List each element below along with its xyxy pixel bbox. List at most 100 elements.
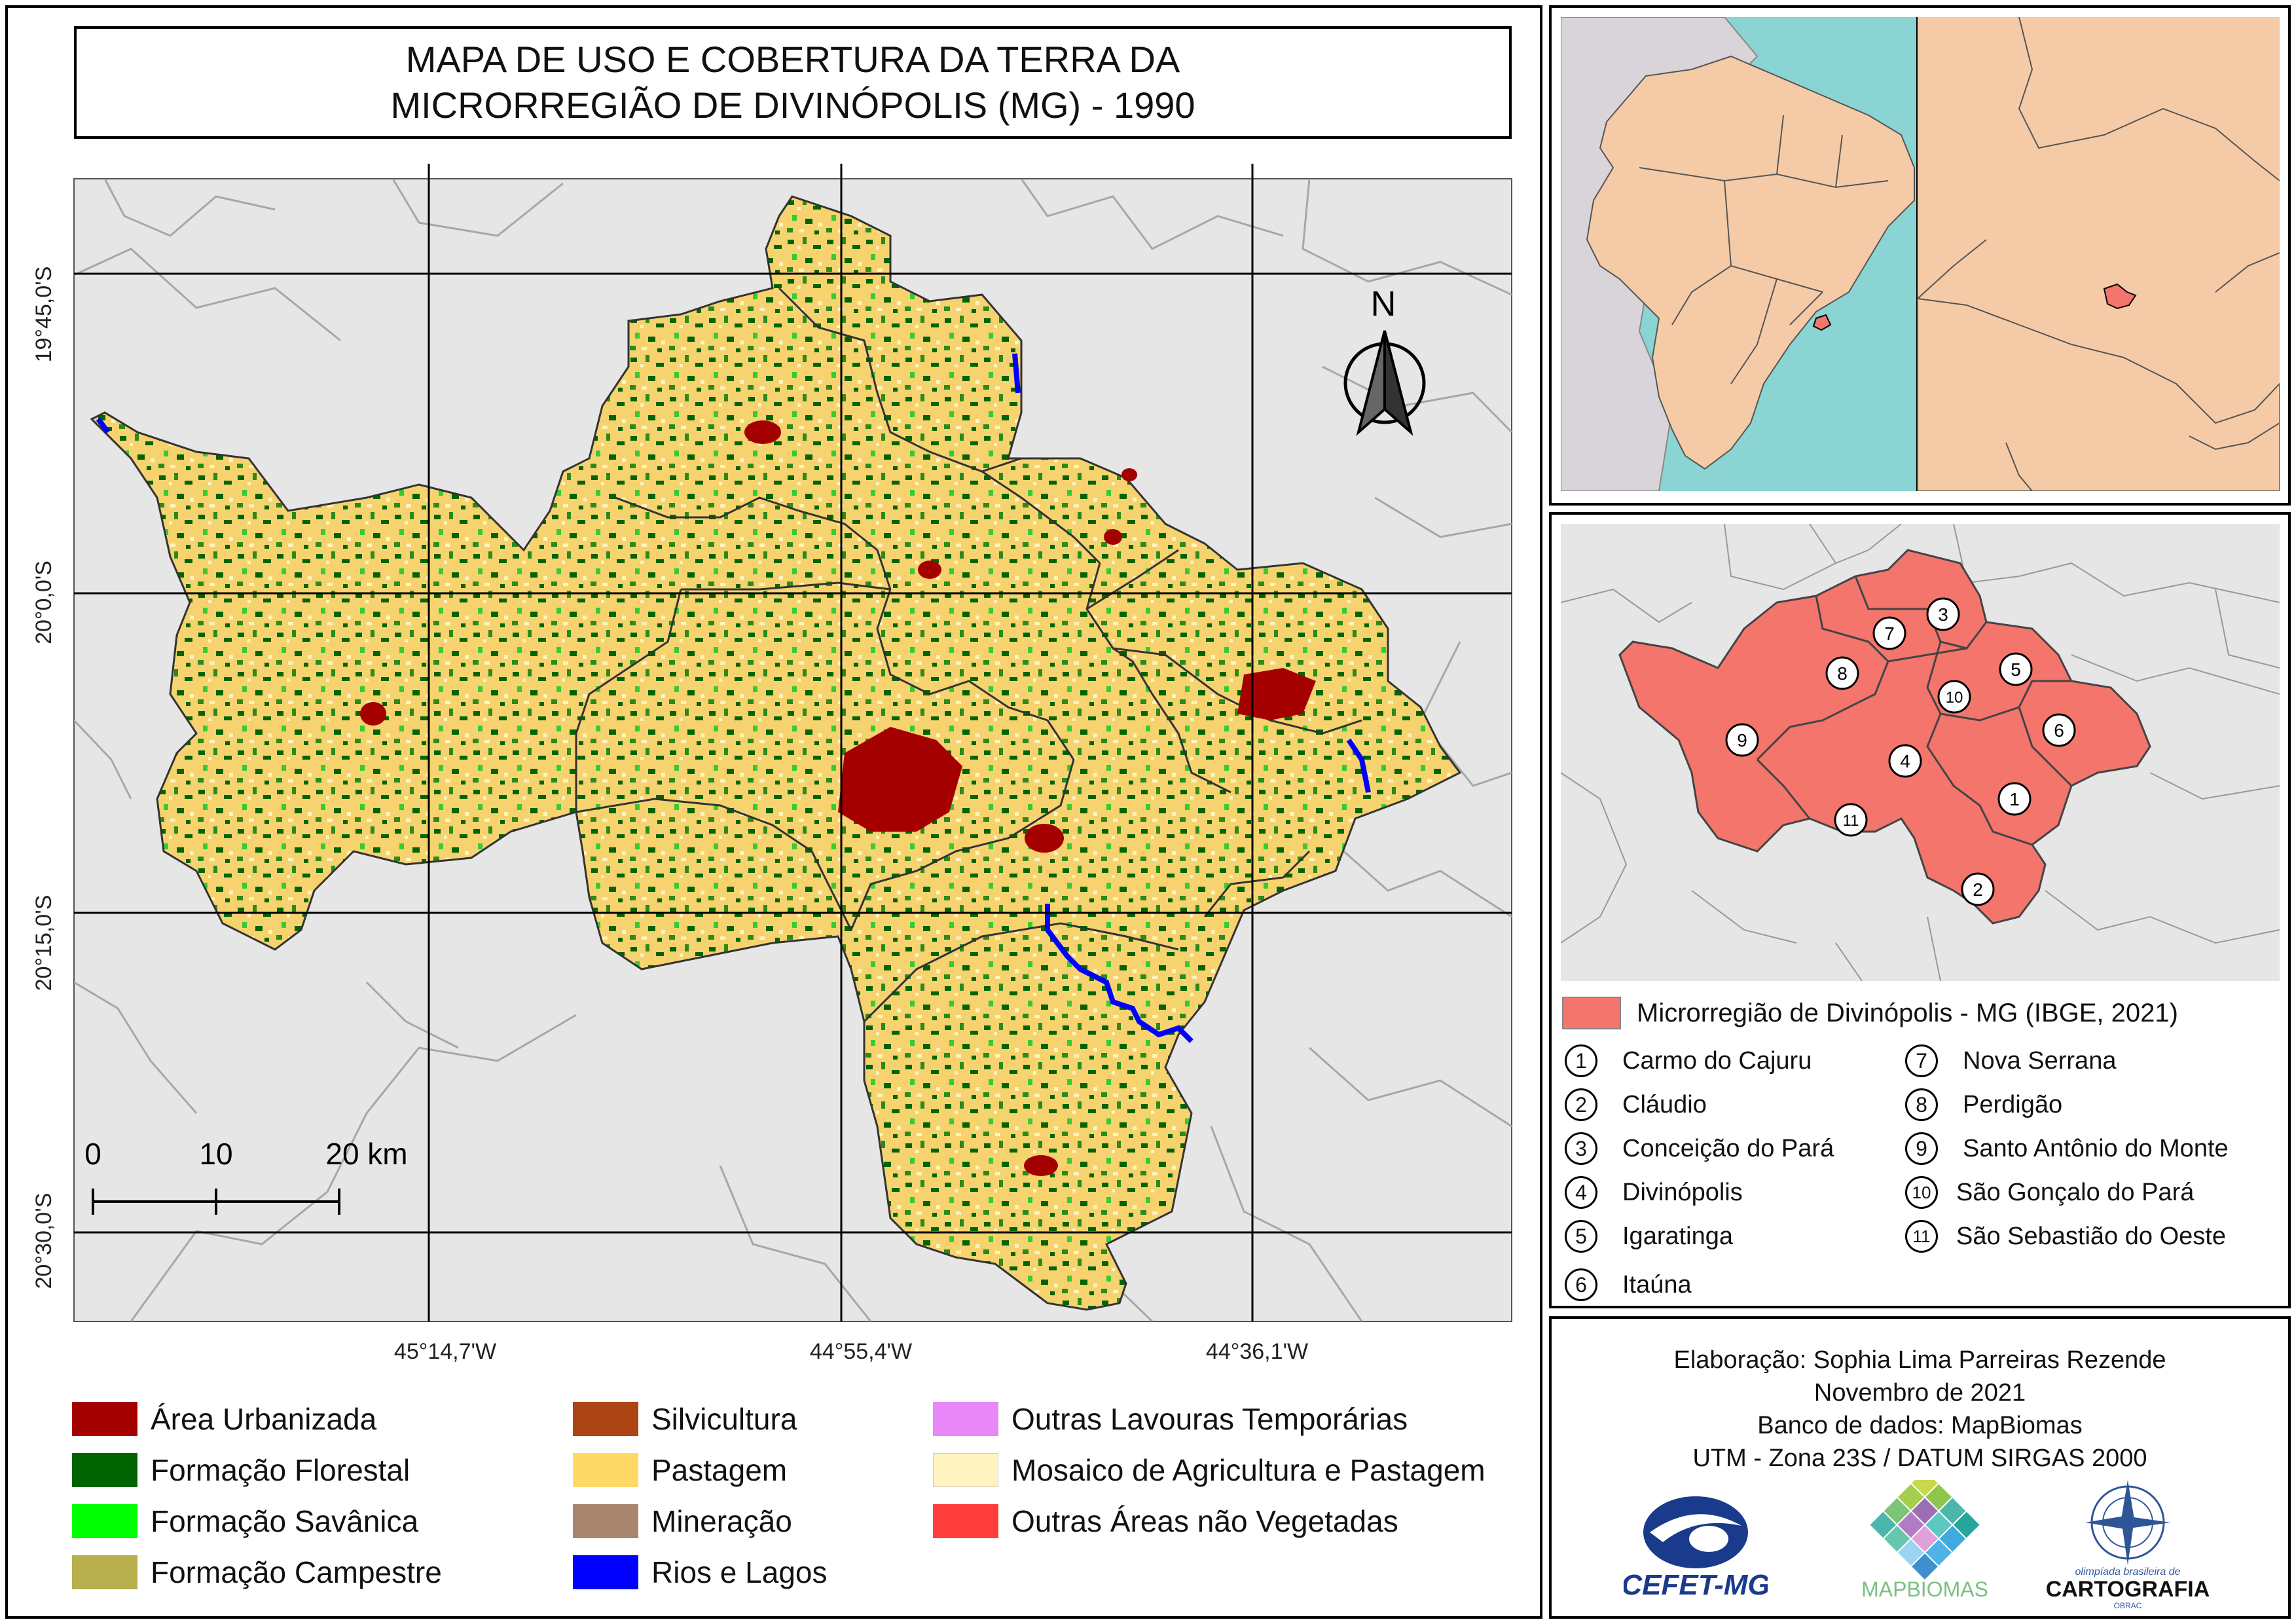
svg-text:4: 4 — [1900, 751, 1910, 771]
legend-item: Formação Florestal — [72, 1452, 410, 1488]
muni-marker-6: 6 — [2042, 713, 2076, 747]
svg-text:5: 5 — [2011, 659, 2021, 680]
legend-item: Pastagem — [573, 1452, 787, 1488]
svg-text:6: 6 — [2054, 720, 2064, 741]
south-america-inset — [1561, 17, 1919, 491]
neighbour-boundaries — [74, 179, 1512, 1321]
muni-marker-4: 4 — [1888, 744, 1922, 778]
credit-date: Novembro de 2021 — [1813, 1379, 2026, 1407]
muni-list-item: 1 Carmo do Cajuru — [1565, 1044, 1812, 1077]
microregion-swatch — [1562, 997, 1621, 1029]
microregion-legend: Microrregião de Divinópolis - MG (IBGE, … — [1562, 997, 2178, 1029]
muni-marker-7: 7 — [1872, 616, 1906, 650]
cefet-logo: CEFET-MG — [1624, 1496, 1768, 1601]
svg-text:9: 9 — [1737, 730, 1747, 750]
cefet-logo-text: CEFET-MG — [1624, 1569, 1768, 1601]
legend-item: Rios e Lagos — [573, 1555, 828, 1590]
muni-list-item: 10 São Gonçalo do Pará — [1905, 1176, 2194, 1209]
map-title-line1: MAPA DE USO E COBERTURA DA TERRA DA — [405, 39, 1180, 80]
credits: Elaboração: Sophia Lima Parreiras Rezend… — [1552, 1323, 2288, 1611]
lat-label: 20°30,0'S — [31, 1193, 56, 1289]
legend-swatch — [933, 1504, 998, 1538]
legend-item: Silvicultura — [573, 1401, 797, 1437]
microregion-legend-label: Microrregião de Divinópolis - MG (IBGE, … — [1637, 998, 2178, 1027]
muni-list-item: 5 Igaratinga — [1565, 1220, 1733, 1253]
muni-marker-1: 1 — [1997, 782, 2032, 816]
north-label: N — [1371, 284, 1396, 323]
internal-boundaries — [575, 287, 1362, 1023]
credit-database: Banco de dados: MapBiomas — [1757, 1412, 2083, 1439]
urban-areas — [360, 420, 1316, 1176]
lat-label: 20°0,0'S — [31, 561, 56, 644]
lat-label: 20°15,0'S — [31, 895, 56, 991]
legend-swatch — [573, 1555, 638, 1589]
legend-swatch — [72, 1453, 137, 1487]
municipality-map[interactable]: 1 2 3 4 5 6 7 8 9 10 11 — [1561, 524, 2280, 981]
legend-item: Outras Áreas não Vegetadas — [933, 1504, 1398, 1539]
main-map[interactable]: 19°45,0'S 20°0,0'S 20°15,0'S 20°30,0'S 4… — [0, 0, 1545, 1382]
legend-item: Mosaico de Agricultura e Pastagem — [933, 1452, 1485, 1488]
microregion-shape — [1618, 549, 2151, 925]
muni-marker-10: 10 — [1937, 680, 1971, 714]
graticule — [74, 164, 1512, 1321]
obc-logo-sub: OBRAC — [2114, 1601, 2142, 1610]
obc-logo: olimpíada brasileira de CARTOGRAFIA OBRA… — [2046, 1480, 2210, 1610]
legend-item: Área Urbanizada — [72, 1401, 376, 1437]
obc-logo-small: olimpíada brasileira de — [2075, 1566, 2181, 1578]
muni-list-item: 6 Itaúna — [1565, 1268, 1692, 1301]
map-title: MAPA DE USO E COBERTURA DA TERRA DA MICR… — [74, 26, 1512, 139]
mapbiomas-logo: MAPBIOMAS — [1861, 1480, 1988, 1601]
muni-marker-11: 11 — [1834, 803, 1868, 837]
legend-item: Outras Lavouras Temporárias — [933, 1401, 1408, 1437]
legend-swatch — [72, 1504, 137, 1538]
muni-list-item: 2 Cláudio — [1565, 1088, 1707, 1121]
muni-list-item: 4 Divinópolis — [1565, 1176, 1743, 1209]
muni-marker-9: 9 — [1725, 723, 1759, 757]
muni-marker-2: 2 — [1961, 872, 1995, 906]
north-arrow: N — [1343, 284, 1426, 436]
muni-list-item: 3 Conceição do Pará — [1565, 1132, 1834, 1165]
obc-logo-text: CARTOGRAFIA — [2046, 1577, 2210, 1602]
muni-list-item: 8 Perdigão — [1905, 1088, 2062, 1121]
lon-label: 44°36,1'W — [1206, 1339, 1308, 1364]
lon-label: 44°55,4'W — [810, 1339, 912, 1364]
svg-text:2: 2 — [1973, 879, 1983, 900]
muni-marker-5: 5 — [1999, 652, 2033, 686]
credit-author: Elaboração: Sophia Lima Parreiras Rezend… — [1673, 1346, 2166, 1374]
graticule-labels: 19°45,0'S 20°0,0'S 20°15,0'S 20°30,0'S 4… — [31, 267, 1308, 1364]
muni-list-item: 11 São Sebastião do Oeste — [1905, 1220, 2226, 1253]
muni-list-item: 9 Santo Antônio do Monte — [1905, 1132, 2229, 1165]
muni-marker-8: 8 — [1825, 656, 1859, 690]
legend-swatch — [72, 1555, 137, 1589]
svg-text:1: 1 — [2009, 789, 2020, 809]
legend-swatch — [933, 1402, 998, 1436]
credit-projection: UTM - Zona 23S / DATUM SIRGAS 2000 — [1692, 1445, 2147, 1472]
study-area-landuse — [90, 195, 1462, 1311]
minas-gerais-inset — [1917, 17, 2280, 491]
legend-item: Formação Campestre — [72, 1555, 442, 1590]
legend-item: Mineração — [573, 1504, 792, 1539]
legend-swatch — [573, 1402, 638, 1436]
scale-label: 10 — [199, 1137, 232, 1171]
map-title-line2: MICRORREGIÃO DE DIVINÓPOLIS (MG) - 1990 — [390, 84, 1195, 126]
svg-text:7: 7 — [1884, 623, 1895, 644]
landuse-legend: Área Urbanizada Formação Florestal Forma… — [72, 1388, 1552, 1604]
legend-swatch — [933, 1453, 998, 1487]
water-bodies — [96, 353, 1371, 1043]
municipality-numbers: 1 2 3 4 5 6 7 8 9 10 11 — [1725, 597, 2076, 906]
scale-label: 0 — [84, 1137, 101, 1171]
scale-label: 20 km — [325, 1137, 407, 1171]
svg-text:10: 10 — [1946, 689, 1963, 707]
muni-list-item: 7 Nova Serrana — [1905, 1044, 2116, 1077]
svg-text:3: 3 — [1938, 604, 1948, 625]
muni-marker-3: 3 — [1926, 597, 1960, 631]
legend-swatch — [72, 1402, 137, 1436]
locator-map[interactable] — [1561, 17, 2280, 491]
legend-item: Formação Savânica — [72, 1504, 418, 1539]
scale-bar: 0 10 20 km — [84, 1137, 408, 1215]
mapbiomas-logo-text: MAPBIOMAS — [1861, 1578, 1988, 1601]
legend-swatch — [573, 1453, 638, 1487]
svg-text:8: 8 — [1837, 663, 1848, 684]
lat-label: 19°45,0'S — [31, 267, 56, 363]
lon-label: 45°14,7'W — [394, 1339, 496, 1364]
